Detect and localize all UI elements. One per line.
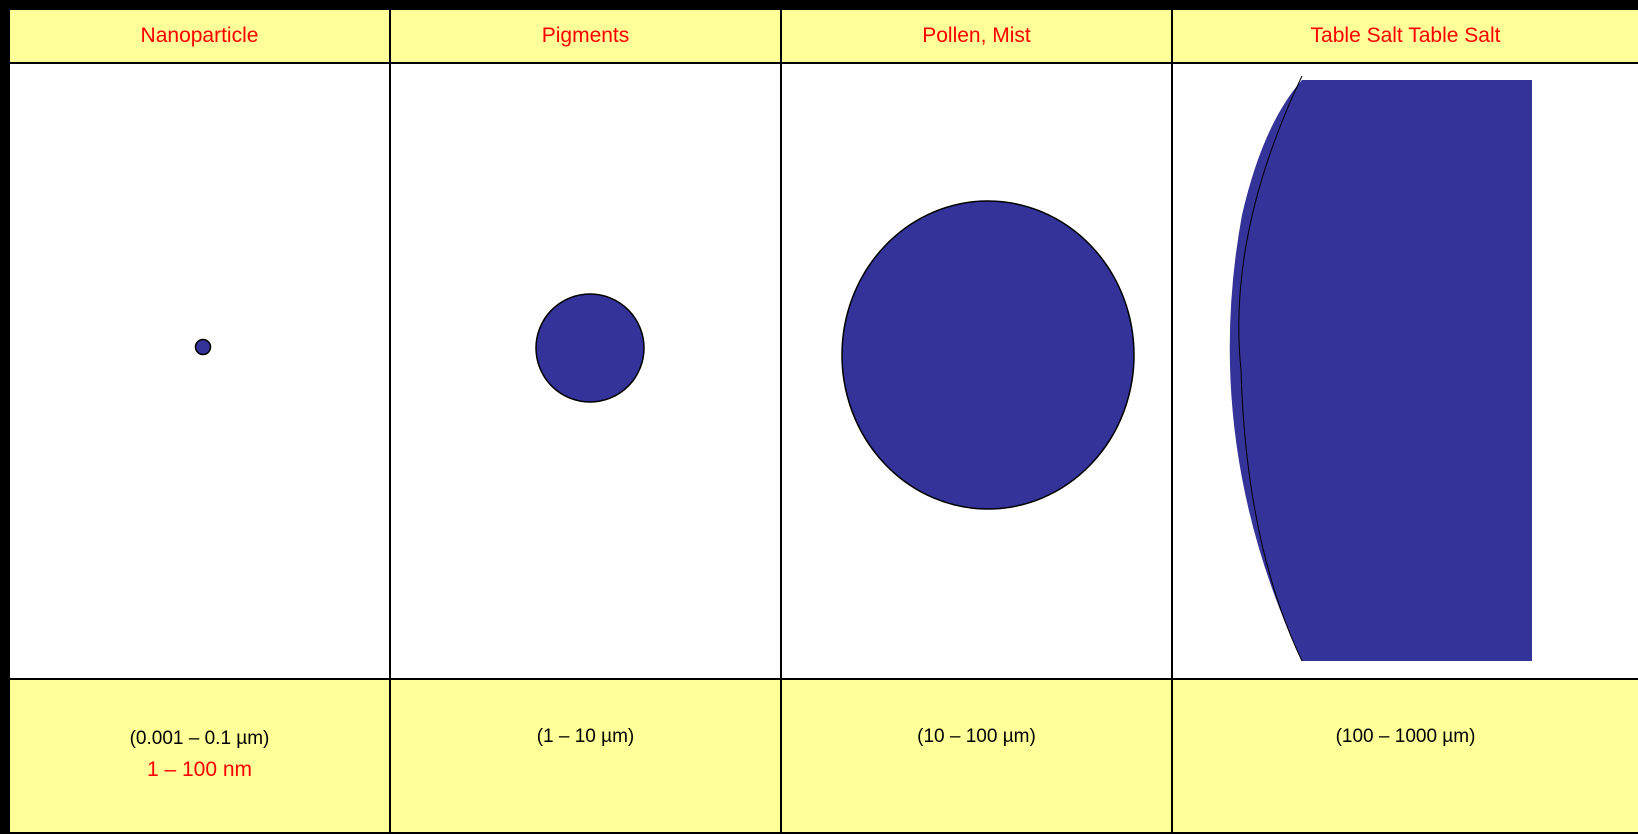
size-range-label: (10 – 100 µm) xyxy=(917,726,1036,747)
header-label: Nanoparticle xyxy=(140,24,259,47)
header-label: Table Salt Table Salt xyxy=(1310,24,1501,47)
footer-pollen-mist: (10 – 100 µm) xyxy=(782,680,1173,834)
size-range-label: (100 – 1000 µm) xyxy=(1335,726,1476,747)
particle-canvas xyxy=(194,338,212,356)
table-salt-shape xyxy=(1229,80,1532,661)
pigment-circle xyxy=(535,293,645,403)
size-range-label: (1 – 10 µm) xyxy=(536,726,635,747)
nanoparticle-circle xyxy=(194,338,212,356)
size-nm-label: 1 – 100 nm xyxy=(146,758,253,781)
pollen-circle xyxy=(841,200,1135,510)
particle-canvas xyxy=(1229,75,1532,662)
header-pigments: Pigments xyxy=(391,0,782,64)
particle-cell-table-salt xyxy=(1173,64,1638,680)
size-range-label: (0.001 – 0.1 µm) xyxy=(129,728,270,749)
footer-pigments: (1 – 10 µm) xyxy=(391,680,782,834)
particle-cell-nanoparticle xyxy=(0,64,391,680)
particle-canvas xyxy=(535,293,645,403)
particle-cell-pollen-mist xyxy=(782,64,1173,680)
footer-nanoparticle: (0.001 – 0.1 µm) 1 – 100 nm xyxy=(0,680,391,834)
particle-cell-pigments xyxy=(391,64,782,680)
particle-canvas xyxy=(841,200,1135,510)
header-label: Pigments xyxy=(541,24,630,47)
footer-table-salt: (100 – 1000 µm) xyxy=(1173,680,1638,834)
header-table-salt: Table Salt Table Salt xyxy=(1173,0,1638,64)
header-nanoparticle: Nanoparticle xyxy=(0,0,391,64)
header-pollen-mist: Pollen, Mist xyxy=(782,0,1173,64)
header-label: Pollen, Mist xyxy=(922,24,1031,47)
table-salt-edge xyxy=(1238,75,1303,662)
